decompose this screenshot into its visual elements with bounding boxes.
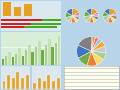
Wedge shape: [91, 39, 102, 51]
Bar: [48, 39, 51, 65]
Bar: [31, 23, 70, 25]
Wedge shape: [91, 16, 98, 20]
Bar: [52, 81, 55, 89]
Wedge shape: [91, 37, 99, 51]
Wedge shape: [91, 41, 105, 51]
Wedge shape: [73, 16, 80, 20]
Wedge shape: [103, 16, 110, 21]
Wedge shape: [84, 16, 91, 21]
Bar: [8, 52, 11, 65]
Wedge shape: [73, 16, 78, 22]
Wedge shape: [110, 16, 116, 22]
Bar: [31, 52, 34, 65]
Wedge shape: [91, 16, 97, 22]
Wedge shape: [66, 9, 73, 16]
Wedge shape: [91, 37, 95, 51]
Wedge shape: [78, 51, 91, 65]
Bar: [42, 19, 72, 21]
Wedge shape: [86, 9, 92, 16]
Wedge shape: [73, 15, 80, 17]
Wedge shape: [110, 9, 116, 16]
Wedge shape: [91, 9, 97, 16]
Bar: [24, 4, 32, 16]
Bar: [58, 36, 60, 65]
Wedge shape: [103, 12, 110, 16]
Bar: [21, 56, 24, 65]
Wedge shape: [91, 51, 106, 60]
Wedge shape: [91, 51, 103, 65]
Bar: [25, 50, 27, 65]
Wedge shape: [110, 16, 117, 19]
Wedge shape: [66, 16, 73, 21]
Bar: [14, 7, 21, 16]
Bar: [41, 50, 44, 65]
Bar: [33, 83, 36, 89]
Bar: [5, 56, 7, 65]
Bar: [45, 45, 47, 65]
Wedge shape: [66, 12, 73, 18]
Wedge shape: [91, 12, 98, 16]
Wedge shape: [104, 9, 110, 16]
Bar: [43, 81, 46, 89]
Bar: [12, 78, 15, 89]
Bar: [3, 81, 5, 89]
Bar: [1, 26, 24, 28]
Bar: [24, 26, 57, 28]
Wedge shape: [86, 16, 91, 23]
Wedge shape: [84, 11, 91, 16]
Bar: [38, 78, 41, 89]
Bar: [26, 75, 29, 89]
Wedge shape: [77, 45, 91, 58]
Bar: [21, 78, 24, 89]
Wedge shape: [87, 51, 97, 66]
Bar: [51, 47, 54, 65]
Bar: [38, 41, 41, 65]
Wedge shape: [105, 16, 110, 23]
Wedge shape: [72, 9, 79, 16]
Wedge shape: [78, 37, 91, 51]
Wedge shape: [91, 37, 93, 51]
Wedge shape: [68, 16, 73, 23]
Bar: [1, 19, 42, 21]
Wedge shape: [108, 16, 113, 23]
Bar: [2, 59, 4, 65]
Bar: [57, 78, 60, 89]
Bar: [7, 75, 10, 89]
Bar: [47, 75, 50, 89]
Wedge shape: [110, 14, 117, 16]
Wedge shape: [90, 16, 94, 23]
Bar: [55, 43, 57, 65]
Wedge shape: [73, 12, 80, 16]
Bar: [28, 45, 31, 65]
Wedge shape: [71, 16, 76, 23]
Bar: [3, 2, 11, 16]
Bar: [18, 48, 21, 65]
Wedge shape: [110, 12, 117, 16]
Wedge shape: [91, 14, 98, 16]
Bar: [16, 72, 19, 89]
Bar: [35, 47, 37, 65]
Bar: [12, 57, 14, 65]
Wedge shape: [91, 46, 106, 53]
Bar: [15, 54, 17, 65]
Bar: [1, 23, 31, 25]
